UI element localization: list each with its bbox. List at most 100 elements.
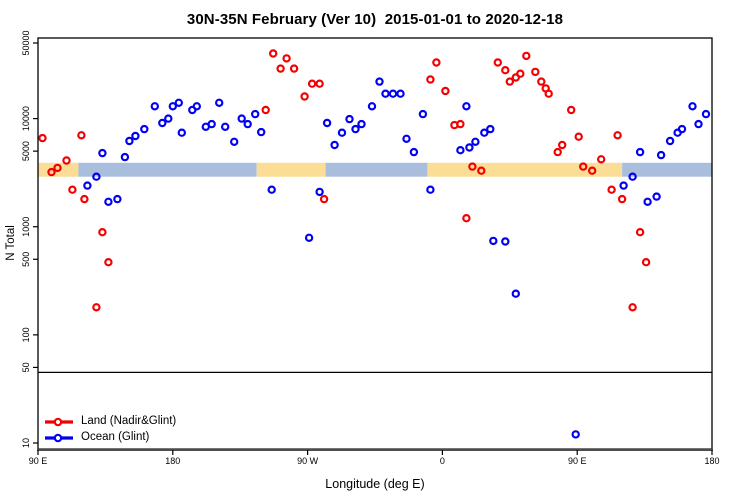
x-axis-label: Longitude (deg E) [325,477,424,491]
land-point [462,213,471,223]
y-tick-label: 10000 [21,106,31,131]
land-point [315,79,324,88]
ocean-point [83,181,92,190]
ocean-point [402,134,411,143]
land-point [477,166,486,175]
land-point [579,162,588,171]
ocean-point [635,147,645,157]
ocean-point [396,89,405,98]
land-point [77,131,86,140]
ocean-point [168,102,177,111]
ocean-point [322,118,332,128]
x-tick-label: 180 [704,456,719,466]
y-tick-label: 100 [21,327,31,342]
ocean-point [486,124,495,134]
land-point [47,167,56,177]
legend-label-land: Land (Nadir&Glint) [81,415,177,427]
ocean-point [701,109,711,119]
ocean-point [381,89,390,98]
ocean-point [665,136,675,146]
plot-border [37,37,713,450]
ocean-point [174,98,183,108]
land-point [300,92,309,101]
ocean-point [120,152,130,162]
ocean-points [83,77,711,439]
land-point [261,105,270,115]
ocean-point [237,114,246,123]
ocean-point [656,150,666,160]
land-point [553,147,562,157]
ocean-point [367,102,377,111]
ocean-point [220,122,230,132]
ocean-point [337,128,347,137]
axes: 10 50 100 500 1000 5000 10000 50000 90 E 180 90 W 0… [21,30,720,466]
y-tick-label: 10 [21,438,31,448]
ocean-point [131,131,140,141]
ocean-point [694,119,703,129]
land-point [597,155,606,164]
ocean-point [330,140,339,150]
ocean-point [471,137,480,146]
y-tick-label: 1000 [21,217,31,237]
land-point [456,119,465,129]
land-point [38,133,47,143]
ocean-point [375,77,384,86]
ocean-point [229,137,239,146]
land-point [613,131,622,140]
ocean-point [357,119,366,129]
land-point [307,79,317,88]
y-tick-label: 50 [21,362,31,372]
land-point [282,54,291,63]
data-points [38,49,711,439]
band-segment-blue [622,162,712,177]
ocean-point [125,136,134,146]
land-point [92,303,101,312]
ocean-point [257,127,266,137]
chart-title: 30N-35N February (Ver 10) 2015-01-01 to … [186,11,564,28]
ocean-point [104,197,113,206]
land-point [493,58,502,67]
land-point [635,227,645,237]
ocean-point [426,185,435,194]
land-point [516,69,525,78]
band-segment-yellow [256,162,326,177]
y-tick-label: 5000 [21,141,31,161]
ocean-point [652,192,661,201]
ocean-point [192,102,201,111]
legend: Land (Nadir&Glint) Ocean (Glint) [44,414,176,445]
ocean-point [388,89,398,98]
ocean-point [214,98,224,108]
land-point [289,64,299,73]
ocean-point [113,194,122,204]
land-point [505,77,514,86]
land-point [80,194,89,204]
ocean-point [351,124,360,134]
land-point [522,51,531,61]
band-segment-blue [78,162,257,177]
ocean-point [345,114,354,124]
legend-label-ocean: Ocean (Glint) [81,431,150,443]
ocean-point [480,128,489,137]
ocean-point [409,147,419,157]
land-points [38,49,651,312]
land-point [567,105,576,115]
land-point [588,166,597,175]
land-point [53,163,62,173]
land-point [441,86,450,96]
ocean-point [250,109,260,119]
ocean-point [92,172,101,181]
land-point [641,258,651,267]
land-point [98,227,107,237]
ocean-point [207,119,216,129]
ocean-point [418,109,428,119]
x-tick-label: 90 W [297,456,319,466]
ocean-point [677,124,687,134]
land-point [574,132,583,141]
land-point [276,64,285,73]
ocean-series-symbol [45,433,73,442]
land-point [468,162,477,171]
land-point [537,77,546,86]
land-point [531,67,540,77]
land-point [62,156,71,165]
